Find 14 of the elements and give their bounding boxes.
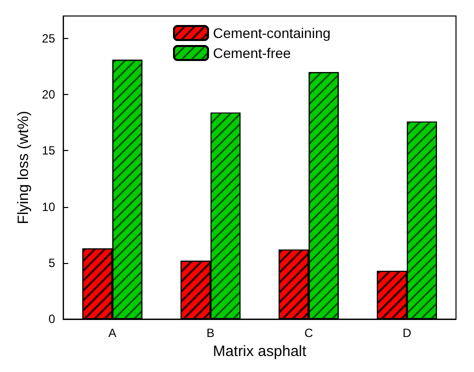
x-tick-label: D [402, 326, 412, 340]
y-tick-label: 20 [42, 88, 56, 102]
legend-label: Cement-free [213, 45, 292, 61]
y-tick-label: 25 [42, 31, 56, 46]
x-tick-label: B [206, 326, 215, 340]
y-axis-title: Flying loss (wt%) [15, 110, 32, 224]
y-tick-label: 0 [48, 312, 56, 326]
x-tick-label: A [108, 326, 116, 340]
legend-label: Cement-containing [213, 25, 331, 41]
x-tick-label: C [304, 326, 314, 340]
y-tick-label: 10 [42, 200, 56, 214]
y-tick-label: 15 [42, 144, 56, 158]
x-axis-title: Matrix asphalt [212, 343, 308, 360]
y-tick-label: 5 [48, 256, 56, 270]
